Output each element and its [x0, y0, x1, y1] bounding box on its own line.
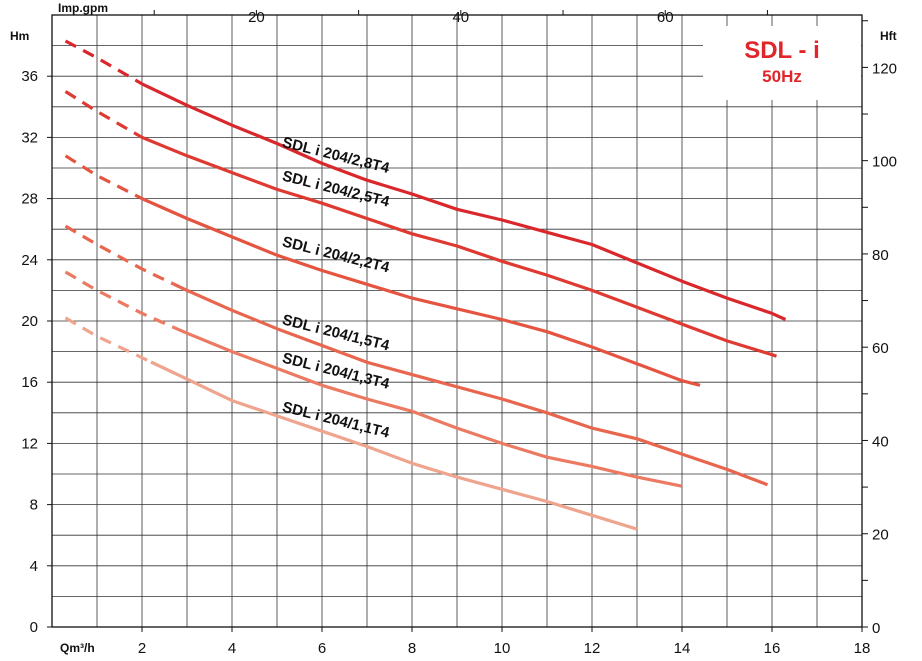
y2-tick-label: 120: [872, 60, 897, 77]
curve-label-2: SDL i 204/2,5T4: [281, 168, 392, 211]
y2-tick-label: 80: [872, 247, 889, 264]
y-tick-label: 8: [30, 497, 38, 514]
y-tick-label: 36: [21, 68, 38, 85]
x-tick-label: 18: [854, 640, 871, 657]
x-tick-label: 8: [408, 640, 416, 657]
y2-tick-label: 20: [872, 527, 889, 544]
y-axis-title-left: Hm: [10, 29, 29, 43]
curve-dashed-segment-3: [64, 154, 143, 201]
curve-dashed-segment-2: [64, 90, 143, 139]
pump-curves: [64, 39, 787, 531]
x2-tick-label: 40: [452, 9, 469, 26]
curve-dashed-segment-6: [64, 316, 152, 364]
x-tick-label: 16: [764, 640, 781, 657]
x-tick-label: 2: [138, 640, 146, 657]
x-tick-label: 12: [584, 640, 601, 657]
x2-tick-label: 20: [248, 9, 265, 26]
x-tick-label: 10: [494, 640, 511, 657]
curve-label-5: SDL i 204/1,3T4: [281, 350, 392, 393]
curve-dashed-segment-5: [64, 270, 175, 329]
y-tick-label: 28: [21, 191, 38, 208]
curve-solid-segment-3: [141, 197, 701, 387]
tick-marks: [47, 10, 868, 632]
y-tick-label: 20: [21, 313, 38, 330]
chart-subtitle: 50Hz: [762, 67, 802, 86]
grid: [52, 15, 862, 627]
curve-solid-segment-6: [150, 360, 638, 531]
plot-area-border: [51, 14, 863, 628]
curve-label-3: SDL i 204/2,2T4: [281, 233, 392, 276]
y-tick-label: 4: [30, 558, 38, 575]
x2-tick-label: 60: [657, 9, 674, 26]
y2-tick-label: 60: [872, 340, 889, 357]
x-tick-label: 4: [228, 640, 236, 657]
chart-title: SDL - i: [744, 37, 820, 64]
curve-solid-segment-5: [172, 325, 683, 488]
y-tick-label: 0: [30, 619, 38, 636]
x-tick-label: 14: [674, 640, 691, 657]
curve-label-4: SDL i 204/1,5T4: [281, 311, 392, 354]
chart-title-box: SDL - i 50Hz: [703, 26, 861, 100]
x-axis-title-top: Imp.gpm: [58, 1, 108, 15]
y2-tick-label: 0: [872, 620, 880, 637]
y-axis-title-right: Hft: [880, 29, 897, 43]
y2-tick-label: 40: [872, 433, 889, 450]
curve-solid-segment-4: [172, 282, 769, 487]
y-tick-label: 24: [21, 252, 38, 269]
curve-dashed-segment-4: [64, 224, 175, 286]
title-box-background: [703, 26, 861, 100]
x-tick-label: 6: [318, 640, 326, 657]
y2-tick-label: 100: [872, 154, 897, 171]
curve-dashed-segment-1: [64, 39, 143, 86]
x-axis-title-bottom: Qm³/h: [60, 641, 95, 655]
curve-solid-segment-1: [141, 82, 787, 321]
y-tick-label: 32: [21, 129, 38, 146]
curve-solid-segment-2: [141, 135, 778, 358]
y-tick-label: 16: [21, 374, 38, 391]
y-tick-label: 12: [21, 435, 38, 452]
